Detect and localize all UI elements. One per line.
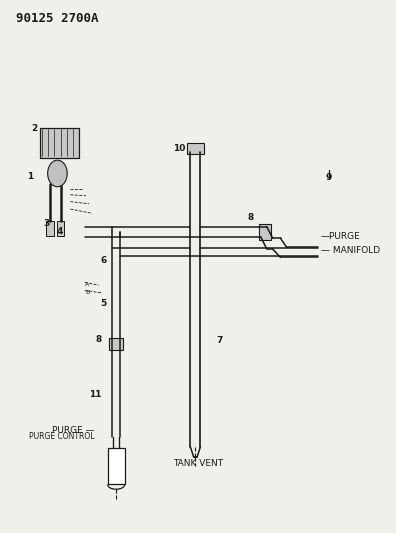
Text: 8: 8 bbox=[247, 213, 253, 222]
Text: 90125 2700A: 90125 2700A bbox=[16, 12, 99, 26]
Bar bbox=[57, 221, 65, 236]
Text: 6: 6 bbox=[100, 256, 107, 264]
Text: — MANIFOLD: — MANIFOLD bbox=[321, 246, 380, 255]
Text: 10: 10 bbox=[173, 144, 185, 153]
Text: 3: 3 bbox=[44, 220, 50, 229]
Bar bbox=[46, 221, 53, 236]
Bar bbox=[40, 128, 79, 158]
Text: 2: 2 bbox=[31, 124, 37, 133]
Text: 5: 5 bbox=[100, 299, 107, 308]
Bar bbox=[109, 338, 123, 350]
Text: TANK VENT: TANK VENT bbox=[173, 459, 223, 468]
Text: 9: 9 bbox=[326, 173, 332, 182]
Text: 7: 7 bbox=[217, 336, 223, 345]
Text: 11: 11 bbox=[89, 390, 102, 399]
Bar bbox=[187, 143, 204, 155]
Text: A: A bbox=[86, 281, 90, 287]
Text: B: B bbox=[86, 289, 90, 295]
Bar bbox=[259, 224, 271, 240]
Text: PURGE CONTROL: PURGE CONTROL bbox=[29, 432, 95, 441]
Text: PURGE —: PURGE — bbox=[52, 426, 95, 435]
Text: 4: 4 bbox=[56, 228, 63, 237]
Text: 1: 1 bbox=[27, 172, 33, 181]
Polygon shape bbox=[48, 160, 67, 187]
Text: —PURGE: —PURGE bbox=[321, 232, 361, 241]
Bar bbox=[108, 448, 125, 484]
Text: 8: 8 bbox=[95, 335, 102, 344]
